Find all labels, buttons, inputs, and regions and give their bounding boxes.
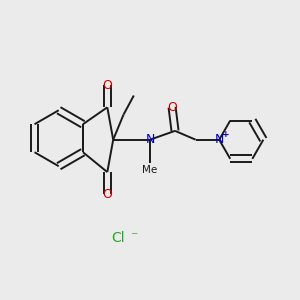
Text: O: O	[102, 188, 112, 201]
Text: +: +	[222, 130, 230, 139]
Text: Cl: Cl	[111, 231, 124, 245]
Text: ⁻: ⁻	[130, 230, 137, 244]
Text: N: N	[145, 133, 155, 146]
Text: Me: Me	[142, 165, 158, 175]
Text: O: O	[167, 101, 177, 114]
Text: O: O	[102, 79, 112, 92]
Text: N: N	[214, 133, 224, 146]
